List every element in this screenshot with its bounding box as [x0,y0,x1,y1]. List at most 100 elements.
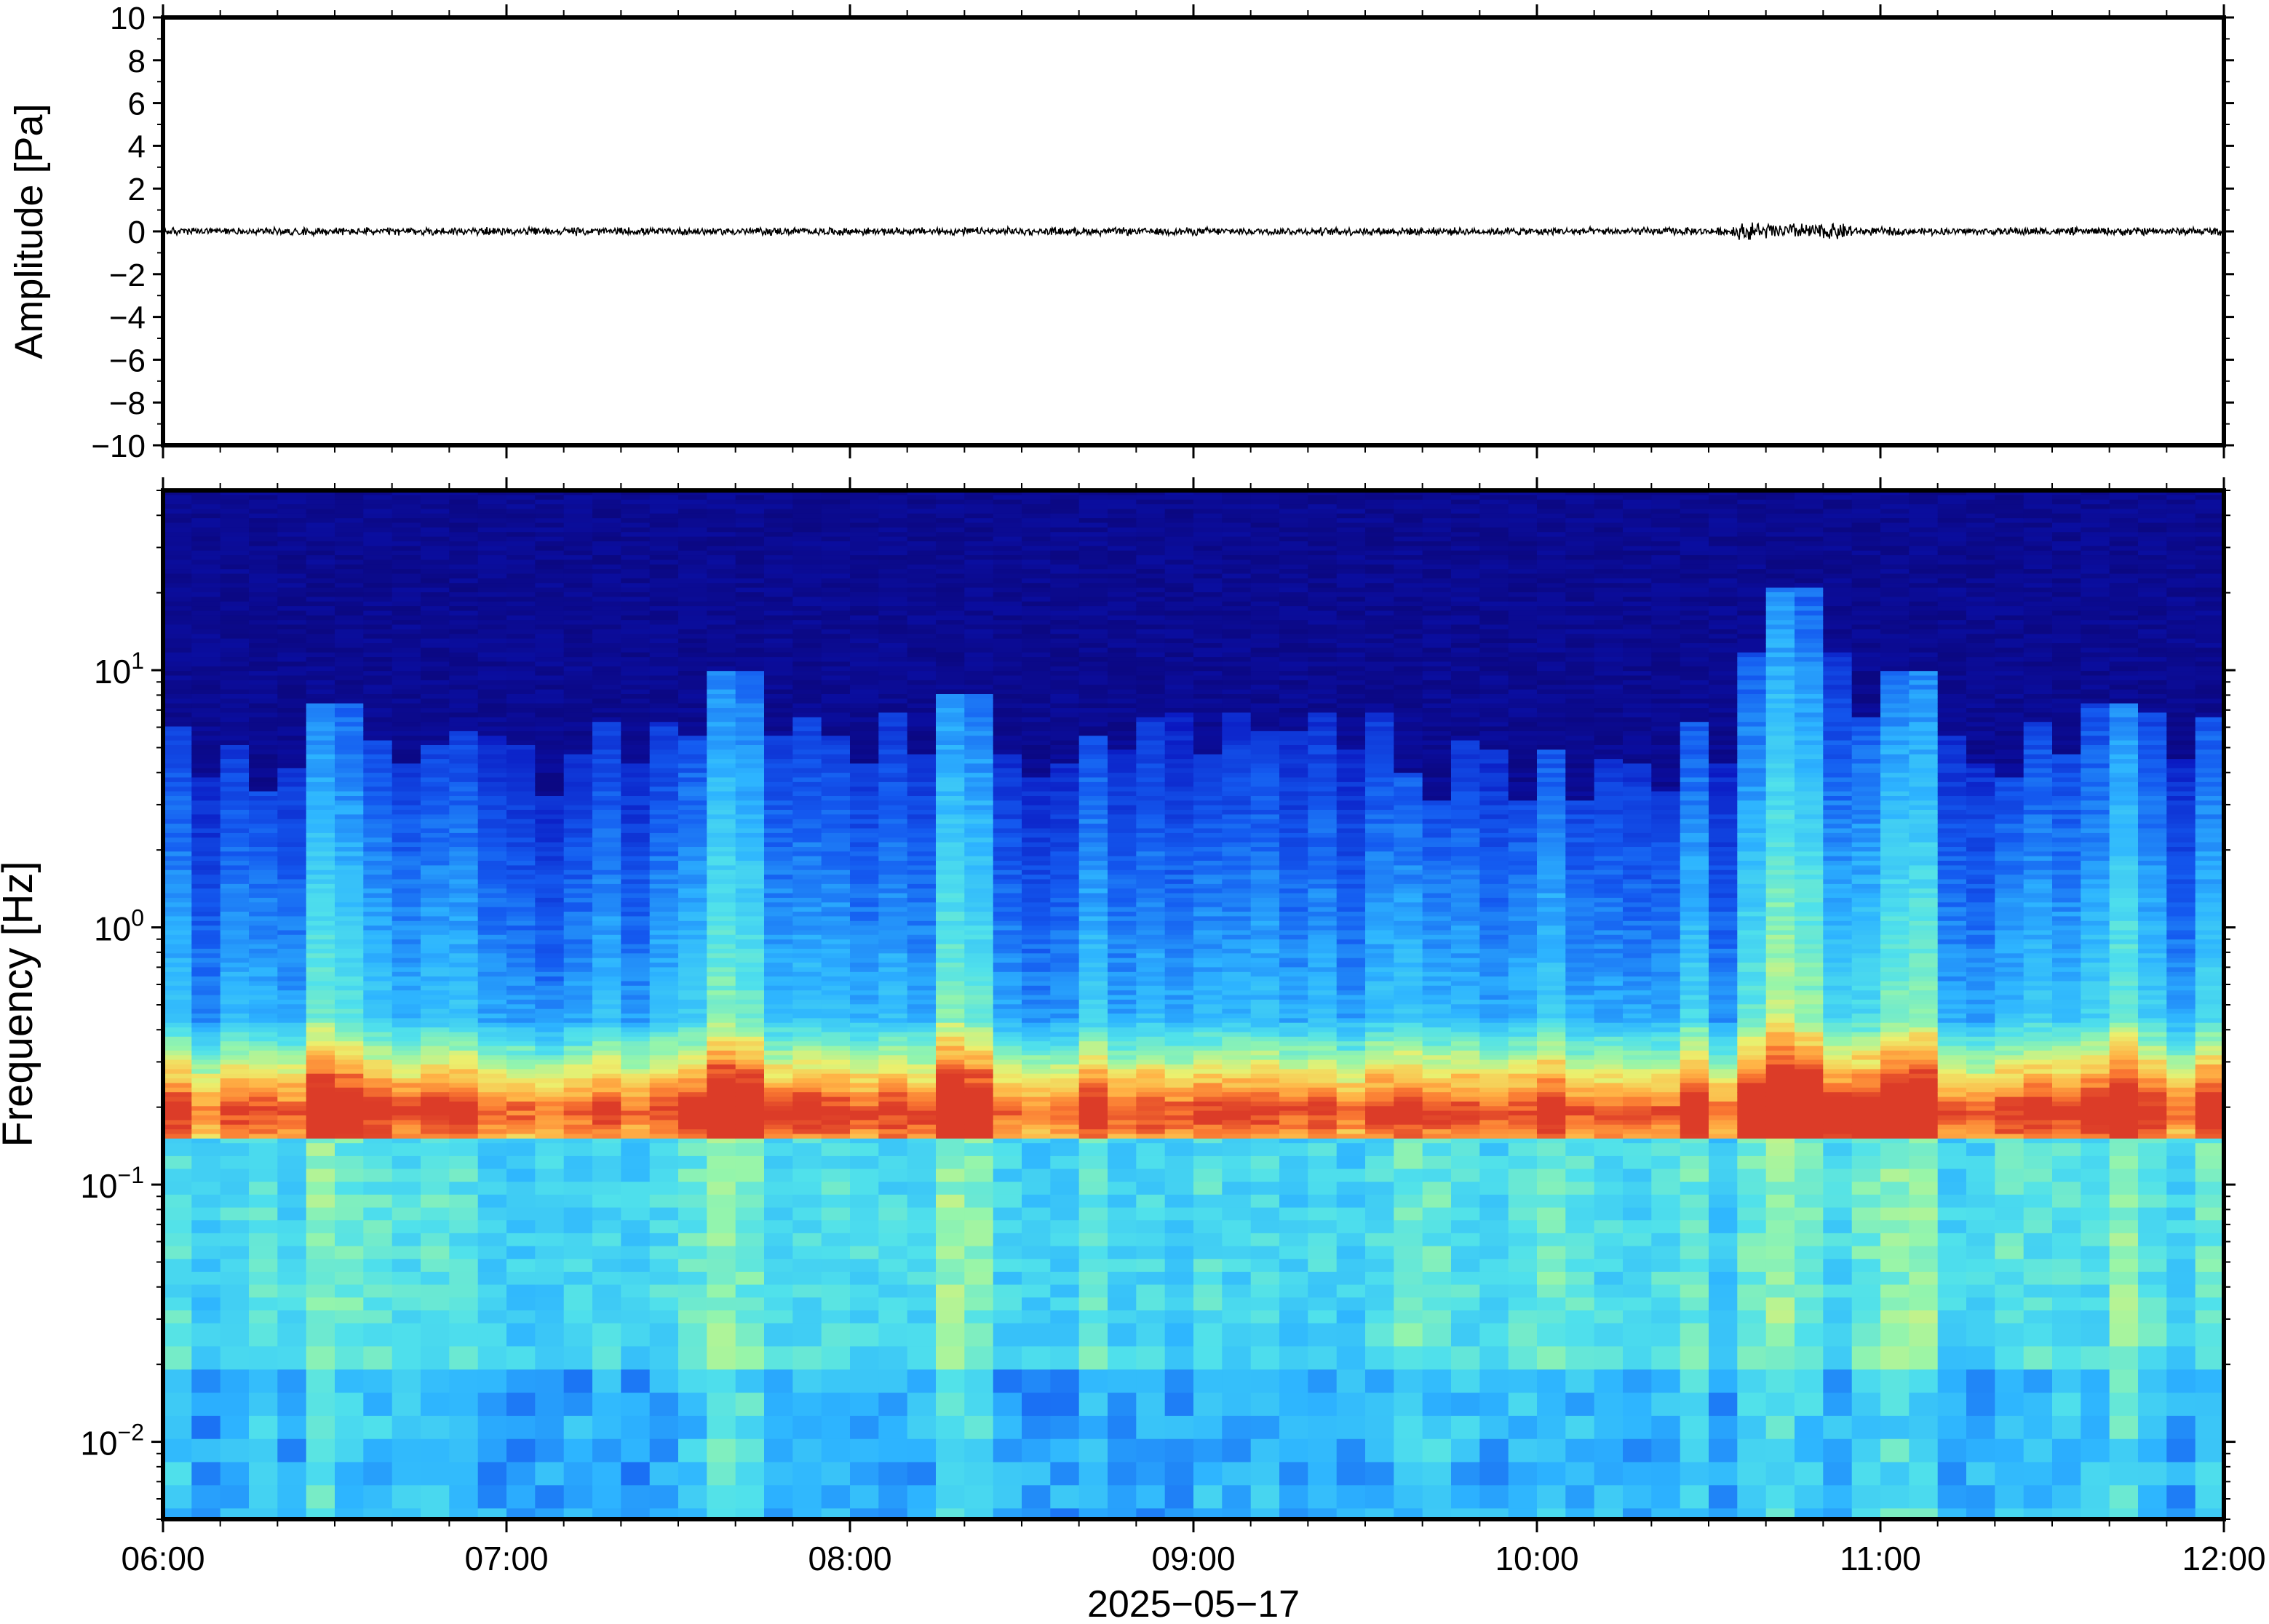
spectrogram-cell [993,1022,1022,1028]
spectrogram-cell [878,995,908,1000]
spectrogram-cell [535,592,565,597]
spectrogram-cell [707,920,736,926]
spectrogram-cell [621,597,651,602]
spectrogram-cell [707,948,736,954]
spectrogram-cell [678,536,707,542]
spectrogram-cell [220,1485,250,1509]
spectrogram-cell [707,856,736,861]
spectrogram-cell [363,675,393,681]
spectrogram-cell [249,1027,278,1033]
spectrogram-cell [477,597,507,602]
spectrogram-cell [306,1393,335,1417]
spectrogram-cell [1022,513,1051,519]
spectrogram-cell [621,689,651,695]
spectrogram-cell [563,1078,593,1084]
spectrogram-cell [649,1138,679,1144]
spectrogram-cell [993,1207,1022,1221]
spectrogram-cell [191,740,221,746]
spectrogram-cell [363,1008,393,1014]
spectrogram-cell [764,555,793,561]
spectrogram-cell [363,1073,393,1079]
spectrogram-cell [249,1169,278,1182]
spectrogram-cell [277,796,307,801]
spectrogram-cell [821,597,851,602]
spectrogram-cell [592,495,621,501]
spectrogram-cell [792,597,822,602]
spectrogram-cell [993,601,1022,607]
spectrogram-cell [421,1207,450,1221]
spectrogram-cell [449,661,479,667]
spectrogram-cell [249,745,278,750]
spectrogram-cell [993,722,1022,728]
spectrogram-cell [249,944,278,950]
spectrogram-cell [621,592,651,597]
spectrogram-cell [306,680,335,685]
spectrogram-cell [249,1220,278,1234]
spectrogram-cell [964,638,994,644]
spectrogram-cell [249,541,278,546]
spectrogram-cell [363,805,393,811]
spectrogram-cell [649,1008,679,1014]
spectrogram-cell [306,1073,335,1079]
spectrogram-cell [964,939,994,945]
spectrogram-cell [621,587,651,593]
spectrogram-cell [678,888,707,894]
spectrogram-cell [792,963,822,968]
spectrogram-cell [220,518,250,524]
spectrogram-cell [936,652,965,658]
spectrogram-cell [335,976,364,982]
spectrogram-cell [936,1101,965,1107]
spectrogram-cell [649,861,679,866]
spectrogram-cell [764,666,793,672]
spectrogram-cell [563,1101,593,1107]
spectrogram-cell [707,1169,736,1182]
spectrogram-cell [850,555,879,561]
spectrogram-cell [506,1032,536,1038]
spectrogram-cell [335,883,364,889]
spectrogram-cell [850,634,879,640]
spectrogram-cell [191,717,221,723]
spectrogram-cell [821,1004,851,1010]
spectrogram-cell [850,685,879,690]
spectrogram-cell [821,1059,851,1065]
spectrogram-cell [964,1046,994,1051]
spectrogram-cell [249,1259,278,1273]
spectrogram-cell [392,869,421,875]
spectrogram-cell [335,620,364,626]
spectrogram-cell [964,1101,994,1107]
spectrogram-cell [821,1096,851,1102]
spectrogram-cell [421,981,450,987]
spectrogram-cell [878,888,908,894]
spectrogram-cell [707,824,736,829]
spectrogram-cell [249,1369,278,1393]
spectrogram-cell [392,1115,421,1121]
spectrogram-cell [621,958,651,963]
spectrogram-cell [535,1271,565,1286]
spectrogram-cell [907,745,937,750]
spectrogram-cell [764,1069,793,1075]
spectrogram-cell [535,861,565,866]
spectrogram-cell [621,1393,651,1417]
spectrogram-cell [335,698,364,704]
spectrogram-cell [392,583,421,589]
spectrogram-cell [477,1059,507,1065]
spectrogram-cell [592,685,621,690]
spectrogram-cell [563,763,593,769]
spectrogram-cell [707,1124,736,1130]
spectrogram-cell [421,694,450,699]
spectrogram-cell [249,934,278,940]
spectrogram-cell [363,1169,393,1182]
spectrogram-cell [707,1055,736,1061]
spectrogram-cell [735,1059,765,1065]
spectrogram-cell [878,1259,908,1273]
spectrogram-cell [220,661,250,667]
spectrogram-cell [477,1369,507,1393]
spectrogram-cell [764,569,793,575]
spectrogram-cell [792,708,822,714]
spectrogram-cell [592,976,621,982]
spectrogram-cell [277,573,307,579]
spectrogram-cell [850,1069,879,1075]
spectrogram-cell [936,953,965,959]
